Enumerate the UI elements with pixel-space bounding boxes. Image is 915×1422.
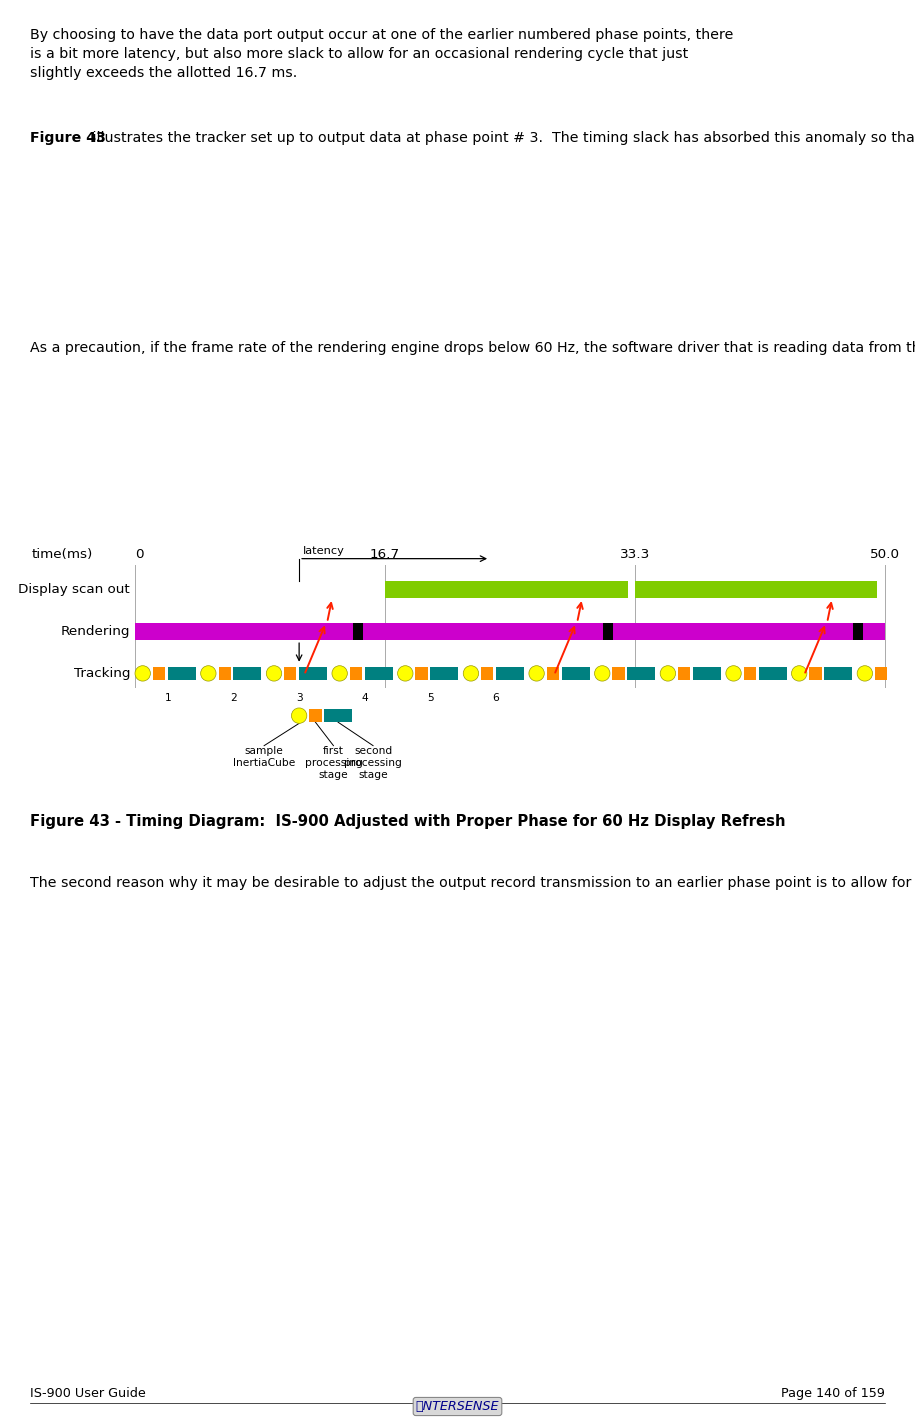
Bar <box>285 667 296 680</box>
Bar <box>481 667 493 680</box>
Ellipse shape <box>857 665 873 681</box>
Text: first
processing
stage: first processing stage <box>305 745 362 781</box>
Ellipse shape <box>266 665 282 681</box>
Text: 6: 6 <box>492 693 500 702</box>
Text: 3: 3 <box>296 693 303 702</box>
Bar <box>385 623 603 640</box>
Text: Figure 43 - Timing Diagram:  IS-900 Adjusted with Proper Phase for 60 Hz Display: Figure 43 - Timing Diagram: IS-900 Adjus… <box>30 813 785 829</box>
Text: Page 140 of 159: Page 140 of 159 <box>781 1386 885 1401</box>
Bar <box>350 667 362 680</box>
Text: Tracking: Tracking <box>73 667 130 680</box>
Text: IS-900 User Guide: IS-900 User Guide <box>30 1386 145 1401</box>
Ellipse shape <box>398 665 413 681</box>
Bar <box>613 623 635 640</box>
Bar <box>153 667 165 680</box>
Text: 4: 4 <box>361 693 368 702</box>
Bar <box>635 623 853 640</box>
Text: By choosing to have the data port output occur at one of the earlier numbered ph: By choosing to have the data port output… <box>30 28 734 80</box>
Bar <box>853 623 863 640</box>
Text: 16.7: 16.7 <box>370 547 400 560</box>
Bar <box>299 667 327 680</box>
Bar <box>415 667 427 680</box>
Bar <box>759 667 787 680</box>
Text: 2: 2 <box>230 693 237 702</box>
Bar <box>430 667 458 680</box>
Text: second
processing
stage: second processing stage <box>344 745 402 781</box>
Text: Rendering: Rendering <box>60 624 130 638</box>
Bar <box>627 667 655 680</box>
Ellipse shape <box>661 665 675 681</box>
Ellipse shape <box>135 665 150 681</box>
Bar <box>496 667 524 680</box>
Bar <box>863 623 885 640</box>
Text: illustrates the tracker set up to output data at phase point # 3.  The timing sl: illustrates the tracker set up to output… <box>88 131 915 145</box>
Text: time(ms): time(ms) <box>32 547 93 560</box>
Ellipse shape <box>529 665 544 681</box>
Text: 50.0: 50.0 <box>870 547 900 560</box>
Bar <box>678 667 690 680</box>
Bar <box>219 667 231 680</box>
Ellipse shape <box>595 665 610 681</box>
Ellipse shape <box>291 708 307 724</box>
Bar <box>353 623 363 640</box>
Bar <box>810 667 822 680</box>
Bar <box>309 710 321 722</box>
Bar <box>612 667 625 680</box>
Text: 33.3: 33.3 <box>619 547 651 560</box>
Text: 0: 0 <box>135 547 144 560</box>
Text: Figure 43: Figure 43 <box>30 131 106 145</box>
Ellipse shape <box>463 665 479 681</box>
Bar <box>364 667 393 680</box>
Bar <box>547 667 559 680</box>
Bar <box>635 580 877 599</box>
Text: sample
InertiaCube: sample InertiaCube <box>233 745 296 768</box>
Text: As a precaution, if the frame rate of the rendering engine drops below 60 Hz, th: As a precaution, if the frame rate of th… <box>30 341 915 354</box>
Bar <box>385 580 628 599</box>
Bar <box>363 623 385 640</box>
Bar <box>562 667 589 680</box>
Bar <box>233 667 262 680</box>
Text: ⓘNTERSENSE: ⓘNTERSENSE <box>415 1401 500 1413</box>
Bar <box>693 667 721 680</box>
Text: The second reason why it may be desirable to adjust the output record transmissi: The second reason why it may be desirabl… <box>30 876 915 890</box>
Ellipse shape <box>332 665 348 681</box>
Text: 5: 5 <box>427 693 434 702</box>
Ellipse shape <box>200 665 216 681</box>
Bar <box>875 667 888 680</box>
Ellipse shape <box>726 665 741 681</box>
Text: 1: 1 <box>165 693 171 702</box>
Ellipse shape <box>791 665 807 681</box>
Text: latency: latency <box>303 546 345 556</box>
Bar <box>167 667 196 680</box>
Bar <box>135 623 353 640</box>
Bar <box>744 667 756 680</box>
Bar <box>824 667 852 680</box>
Text: Display scan out: Display scan out <box>18 583 130 596</box>
Bar <box>603 623 613 640</box>
Bar <box>324 710 352 722</box>
